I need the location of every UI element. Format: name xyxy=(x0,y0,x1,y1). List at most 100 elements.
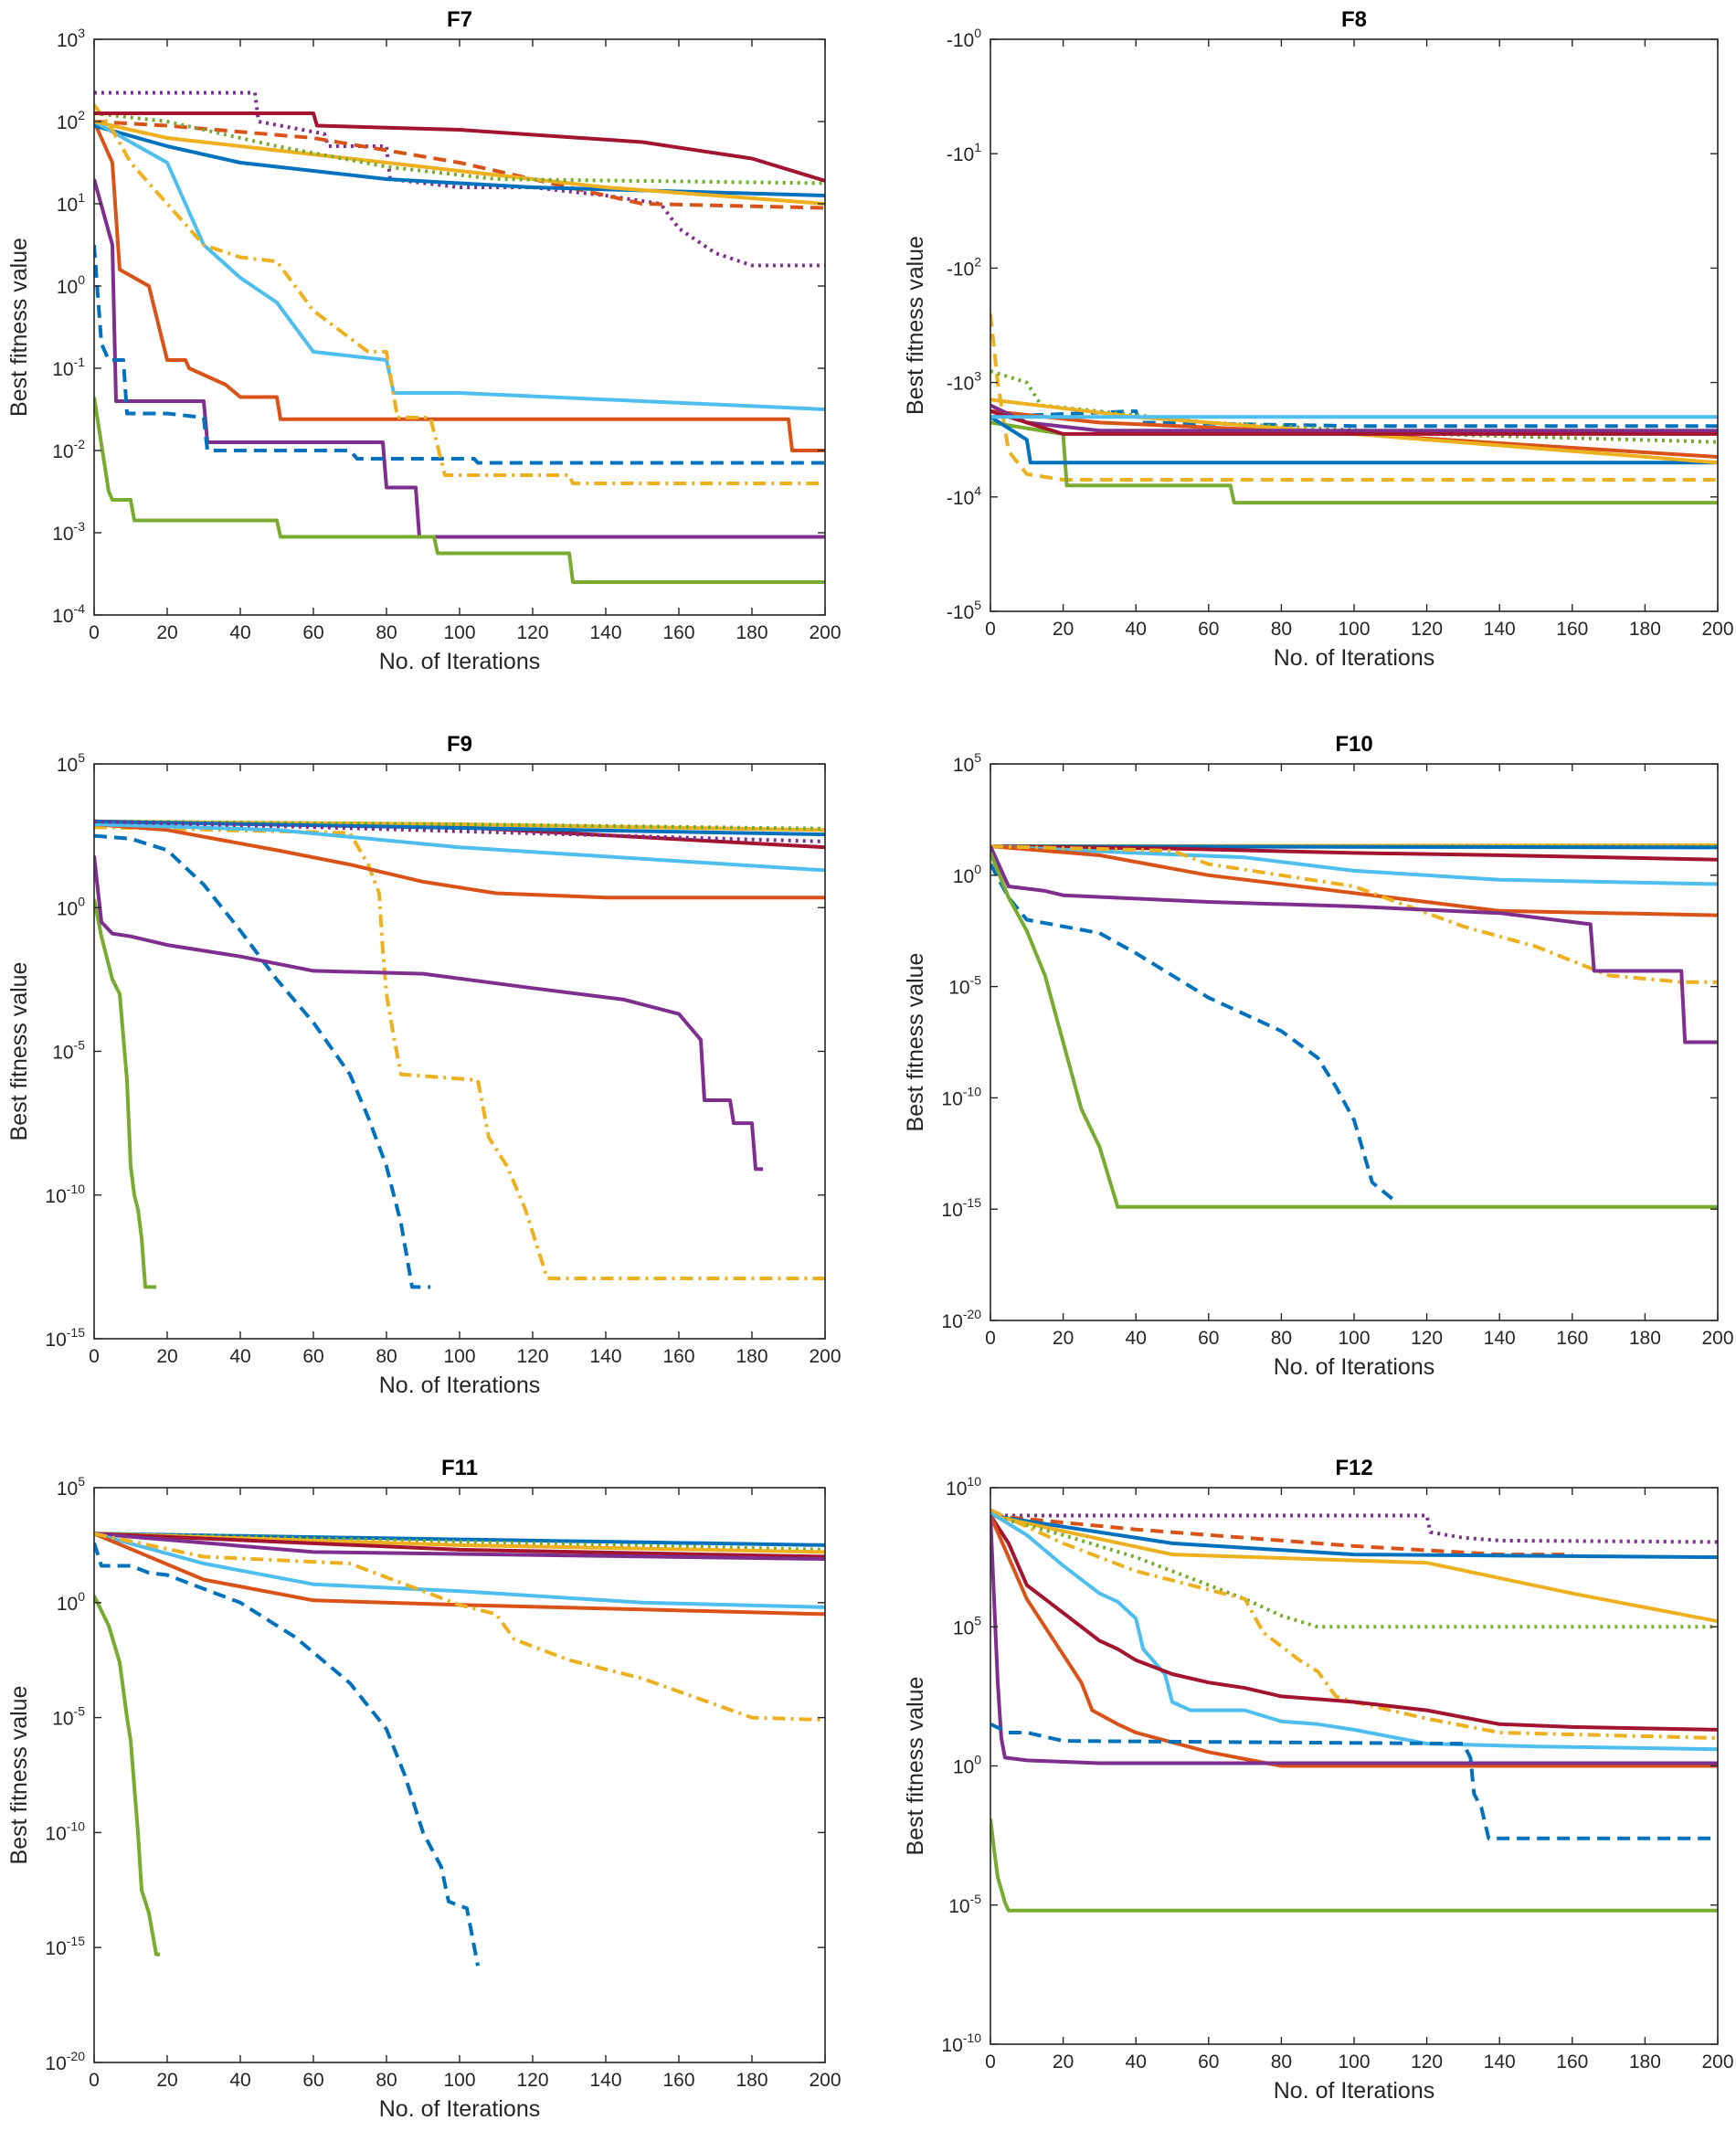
x-tick-label: 160 xyxy=(662,1346,694,1367)
series-line-8 xyxy=(990,403,1718,433)
series-line-6 xyxy=(990,1508,1718,1740)
y-tick-label: 100 xyxy=(953,862,981,887)
y-tick-label: 10-10 xyxy=(45,1182,85,1207)
y-tick-label: 105 xyxy=(953,1613,981,1638)
x-tick-label: 60 xyxy=(1198,1328,1219,1349)
y-tick-label: -104 xyxy=(947,483,981,509)
series-line-8 xyxy=(990,1514,1718,1732)
x-tick-label: 20 xyxy=(156,1346,177,1367)
series-line-1 xyxy=(94,1532,825,1547)
series-line-9 xyxy=(990,863,1398,1203)
x-tick-label: 0 xyxy=(985,1328,996,1349)
x-tick-label: 180 xyxy=(1629,1328,1661,1349)
y-tick-label: -100 xyxy=(947,26,981,51)
y-tick-label: 10-10 xyxy=(45,1818,85,1844)
x-tick-label: 180 xyxy=(736,2070,767,2091)
chart-f9: 0 20 40 60 80 100 120 140 160 180 200 105 100 10-5 10-… xyxy=(6,732,842,1398)
y-tick-label: -105 xyxy=(947,598,981,623)
y-tick-label: 10-20 xyxy=(45,2049,85,2074)
x-tick-label: 40 xyxy=(229,1346,250,1367)
y-tick-label: -101 xyxy=(947,140,981,165)
y-tick-label: 10-5 xyxy=(948,973,981,999)
x-tick-label: 140 xyxy=(1484,2051,1516,2073)
x-tick-label: 80 xyxy=(1271,2051,1292,2073)
series-line-4 xyxy=(990,844,1718,862)
x-tick-label: 100 xyxy=(1338,1328,1370,1349)
series-group xyxy=(94,819,825,1289)
series-line-4 xyxy=(990,408,1718,429)
x-tick-label: 120 xyxy=(1411,619,1443,640)
x-tick-label: 0 xyxy=(89,2070,100,2091)
series-line-6 xyxy=(94,822,825,873)
series-line-5 xyxy=(94,1532,825,1561)
x-tick-label: 160 xyxy=(1556,2051,1588,2073)
chart-f8: 0 20 40 60 80 100 120 140 160 180 200 -100 -101 -102 -… xyxy=(903,7,1734,671)
x-tick-label: 20 xyxy=(1053,1328,1074,1349)
series-line-1 xyxy=(990,1513,1718,1544)
x-axis-label: No. of Iterations xyxy=(1274,2078,1434,2104)
x-axis-label: No. of Iterations xyxy=(379,649,540,674)
x-tick-label: 40 xyxy=(1126,1328,1147,1349)
series-line-12 xyxy=(94,111,825,183)
x-tick-label: 200 xyxy=(809,2070,841,2091)
series-line-4 xyxy=(94,1532,825,1559)
series-line-4 xyxy=(94,855,763,1172)
x-tick-label: 200 xyxy=(1701,1328,1733,1349)
x-tick-label: 40 xyxy=(1126,619,1147,640)
x-tick-label: 60 xyxy=(302,2070,323,2091)
series-line-2 xyxy=(94,1532,825,1552)
series-group xyxy=(990,313,1718,505)
x-tick-label: 100 xyxy=(1338,619,1370,640)
y-axis-label: Best fitness value xyxy=(6,1686,32,1865)
y-tick-label: 10-4 xyxy=(52,601,85,627)
series-line-5 xyxy=(990,844,1718,886)
x-tick-label: 100 xyxy=(443,622,475,643)
series-line-9 xyxy=(990,1514,1718,1768)
x-tick-label: 0 xyxy=(89,622,100,643)
y-tick-label: 1010 xyxy=(946,1474,981,1500)
y-tick-label: 100 xyxy=(57,272,85,298)
x-tick-label: 40 xyxy=(1126,2051,1147,2073)
x-tick-label: 120 xyxy=(1411,1328,1443,1349)
x-tick-label: 80 xyxy=(376,622,397,643)
series-line-8 xyxy=(94,103,825,485)
chart-f11: 0 20 40 60 80 100 120 140 160 180 200 105 100 10-5 10-… xyxy=(6,1456,842,2122)
y-tick-label: 10-10 xyxy=(941,2030,981,2056)
series-line-6 xyxy=(990,844,1718,917)
x-tick-label: 60 xyxy=(302,622,323,643)
series-line-11 xyxy=(94,819,825,843)
chart-title: F11 xyxy=(441,1456,478,1480)
chart-title: F10 xyxy=(1335,732,1372,757)
series-line-1 xyxy=(94,90,825,268)
chart-title: F8 xyxy=(1341,7,1367,32)
y-axis-label: Best fitness value xyxy=(903,236,928,415)
series-line-7 xyxy=(94,120,825,411)
y-tick-label: 10-1 xyxy=(52,355,85,380)
x-tick-label: 160 xyxy=(662,2070,694,2091)
x-tick-label: 140 xyxy=(589,2070,621,2091)
y-tick-label: 100 xyxy=(57,894,85,919)
series-line-3 xyxy=(990,415,1718,465)
y-tick-label: 10-15 xyxy=(941,1195,981,1221)
y-tick-label: 100 xyxy=(953,1753,981,1778)
series-group xyxy=(94,1532,825,1967)
x-tick-label: 0 xyxy=(985,2051,996,2073)
y-tick-label: 103 xyxy=(57,26,85,51)
x-tick-label: 40 xyxy=(229,2070,250,2091)
x-tick-label: 120 xyxy=(516,622,548,643)
x-tick-label: 180 xyxy=(736,1346,767,1367)
x-tick-label: 100 xyxy=(443,2070,475,2091)
axes-box xyxy=(93,763,826,1340)
x-tick-label: 100 xyxy=(443,1346,475,1367)
x-tick-label: 80 xyxy=(1271,619,1292,640)
y-tick-label: 102 xyxy=(57,108,85,133)
x-tick-label: 200 xyxy=(809,1346,841,1367)
x-tick-label: 20 xyxy=(1053,619,1074,640)
series-line-6 xyxy=(94,1532,825,1609)
y-axis-label: Best fitness value xyxy=(6,962,32,1141)
x-tick-label: 80 xyxy=(376,2070,397,2091)
series-line-9 xyxy=(94,1542,480,1967)
x-tick-label: 0 xyxy=(985,619,996,640)
x-tick-label: 40 xyxy=(229,622,250,643)
series-line-8 xyxy=(94,1532,825,1723)
